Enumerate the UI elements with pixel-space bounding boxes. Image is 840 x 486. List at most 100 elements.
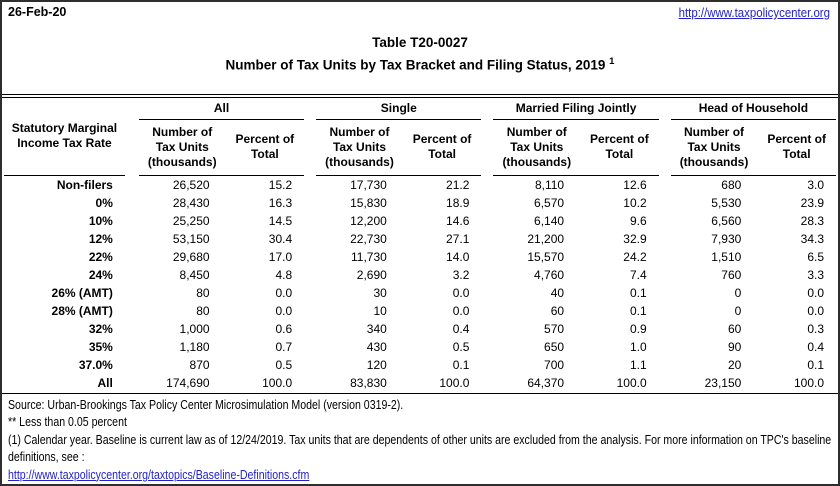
table-row: 0% 28,430 16.3 15,830 18.9 6,570 10.2 5,530 23.9 — [4, 194, 836, 212]
cell-value: 20 — [727, 357, 742, 372]
cell-value: 1,510 — [711, 249, 742, 264]
table-row: 28% (AMT) 80 0.0 10 0.0 60 0.1 0 0.0 — [4, 302, 836, 320]
cell-value: 0.0 — [452, 303, 470, 318]
row-label: Non-filers — [56, 177, 113, 192]
cell-value: 100.0 — [616, 375, 647, 390]
tpc-home-link[interactable]: http://www.taxpolicycenter.org — [678, 5, 830, 20]
subheader-units: Number of Tax Units (thousands) — [670, 119, 758, 176]
cell-value: 0.9 — [629, 321, 647, 336]
baseline-definitions-link[interactable]: http://www.taxpolicycenter.org/taxtopics… — [8, 467, 310, 482]
table-number-title: Table T20-0027 — [372, 35, 468, 50]
column-spacer — [125, 98, 139, 176]
cell-value: 10.2 — [623, 195, 647, 210]
cell-value: 0.7 — [275, 339, 293, 354]
cell-value: 5,530 — [711, 195, 742, 210]
cell-value: 120 — [366, 357, 387, 372]
column-spacer — [304, 338, 316, 356]
tax-units-table: Statutory Marginal Income Tax Rate All S… — [4, 97, 836, 392]
cell-value: 60 — [550, 303, 565, 318]
column-spacer — [481, 284, 493, 302]
row-label: 0% — [95, 195, 113, 210]
cell-value: 570 — [544, 321, 565, 336]
column-spacer — [125, 212, 139, 230]
column-spacer — [125, 230, 139, 248]
table-row: 10% 25,250 14.5 12,200 14.6 6,140 9.6 6,560 28.3 — [4, 212, 836, 230]
cell-value: 6,140 — [534, 213, 565, 228]
cell-value: 7.4 — [629, 267, 647, 282]
column-spacer — [125, 338, 139, 356]
cell-value: 83,830 — [350, 375, 387, 390]
cell-value: 12,200 — [350, 213, 387, 228]
row-label: 35% — [88, 339, 113, 354]
column-spacer — [659, 320, 671, 338]
table-container: Statutory Marginal Income Tax Rate All S… — [2, 97, 838, 392]
column-spacer — [659, 175, 671, 194]
table-subtitle: Number of Tax Units by Tax Bracket and F… — [2, 52, 838, 75]
row-label: 28% (AMT) — [51, 303, 113, 318]
subheader-percent: Percent of Total — [580, 119, 659, 176]
column-spacer — [481, 98, 493, 176]
cell-value: 0.4 — [807, 339, 824, 354]
cell-value: 80 — [196, 285, 210, 300]
cell-value: 23.9 — [800, 195, 824, 210]
table-subtitle-text: Number of Tax Units by Tax Bracket and F… — [225, 57, 606, 73]
cell-value: 0.1 — [452, 357, 470, 372]
cell-value: 0.5 — [452, 339, 470, 354]
column-spacer — [304, 356, 316, 374]
table-row: 32% 1,000 0.6 340 0.4 570 0.9 60 0.3 — [4, 320, 836, 338]
table-row: 26% (AMT) 80 0.0 30 0.0 40 0.1 0 0.0 — [4, 284, 836, 302]
cell-value: 28.3 — [800, 213, 824, 228]
column-spacer — [125, 266, 139, 284]
table-row: 35% 1,180 0.7 430 0.5 650 1.0 90 0.4 — [4, 338, 836, 356]
cell-value: 64,370 — [527, 375, 565, 390]
report-date: 26-Feb-20 — [8, 5, 67, 19]
group-header-row: Statutory Marginal Income Tax Rate All S… — [4, 97, 836, 176]
row-label: 32% — [88, 321, 113, 336]
column-spacer — [304, 248, 316, 266]
column-spacer — [481, 338, 493, 356]
cell-value: 18.9 — [446, 195, 470, 210]
footer-link-row: http://www.taxpolicycenter.org/taxtopics… — [8, 467, 838, 484]
cell-value: 60 — [727, 321, 742, 336]
column-spacer — [659, 194, 671, 212]
column-spacer — [304, 212, 316, 230]
cell-value: 27.1 — [446, 231, 470, 246]
cell-value: 40 — [550, 285, 565, 300]
cell-value: 15,830 — [350, 195, 387, 210]
subheader-percent: Percent of Total — [757, 119, 836, 176]
cell-value: 30 — [373, 285, 387, 300]
cell-value: 680 — [721, 177, 742, 192]
table-row: All 174,690 100.0 83,830 100.0 64,370 100.0 23,… — [4, 374, 836, 392]
cell-value: 22,730 — [350, 231, 387, 246]
cell-value: 17,730 — [350, 177, 387, 192]
table-body: Non-filers 26,520 15.2 17,730 21.2 8,110 12.6 6… — [4, 175, 836, 392]
column-spacer — [659, 284, 671, 302]
table-row: 12% 53,150 30.4 22,730 27.1 21,200 32.9 7,930 34… — [4, 230, 836, 248]
cell-value: 6,560 — [711, 213, 742, 228]
source-note: Source: Urban-Brookings Tax Policy Cente… — [8, 398, 404, 412]
cell-value: 34.3 — [800, 231, 824, 246]
column-spacer — [304, 320, 316, 338]
cell-value: 26,520 — [172, 177, 210, 192]
cell-value: 6.5 — [807, 249, 824, 264]
cell-value: 25,250 — [172, 213, 210, 228]
column-spacer — [304, 175, 316, 194]
column-spacer — [659, 98, 671, 176]
cell-value: 3.3 — [807, 267, 824, 282]
cell-value: 11,730 — [351, 249, 387, 264]
row-header-label: Statutory Marginal Income Tax Rate — [4, 97, 125, 176]
cell-value: 0.0 — [275, 285, 293, 300]
cell-value: 0.1 — [629, 303, 647, 318]
cell-value: 100.0 — [262, 375, 293, 390]
cell-value: 9.6 — [629, 213, 647, 228]
cell-value: 21.2 — [446, 177, 470, 192]
group-header-all: All — [138, 97, 305, 120]
cell-value: 12.6 — [623, 177, 647, 192]
subheader-percent: Percent of Total — [402, 119, 482, 176]
cell-value: 0.1 — [629, 285, 647, 300]
cell-value: 0.4 — [452, 321, 470, 336]
cell-value: 32.9 — [623, 231, 647, 246]
column-spacer — [304, 230, 316, 248]
column-spacer — [481, 212, 493, 230]
